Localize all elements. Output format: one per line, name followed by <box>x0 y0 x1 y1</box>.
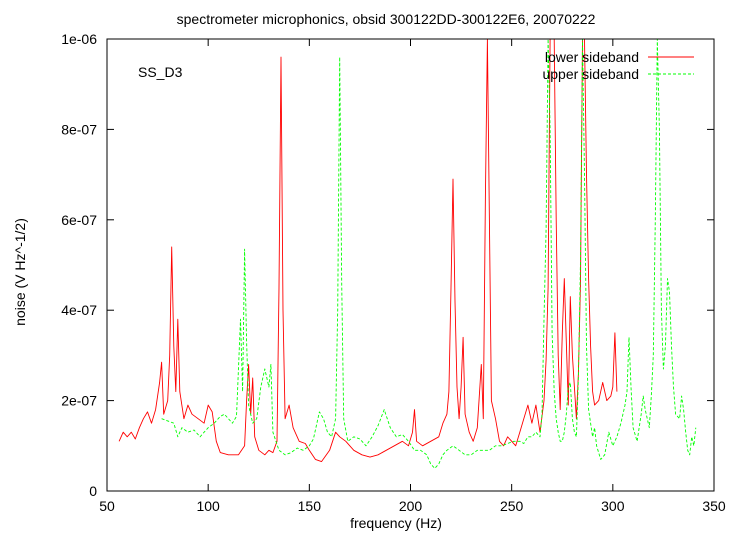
x-tick-label: 300 <box>601 498 625 514</box>
x-axis-label: frequency (Hz) <box>350 515 442 531</box>
y-tick-label: 6e-07 <box>61 212 97 228</box>
x-tick-label: 250 <box>500 498 524 514</box>
legend-label: lower sideband <box>545 49 639 65</box>
x-tick-label: 150 <box>298 498 322 514</box>
series-line-lower-sideband <box>118 39 618 463</box>
y-axis-label: noise (V Hz^-1/2) <box>12 218 28 326</box>
y-tick-label: 4e-07 <box>61 302 97 318</box>
plot-frame <box>106 38 715 492</box>
chart-title: spectrometer microphonics, obsid 300122D… <box>177 11 596 27</box>
x-tick-label: 50 <box>99 498 115 514</box>
y-tick-label: 8e-07 <box>61 121 97 137</box>
x-tick-label: 100 <box>196 498 220 514</box>
ticks-layer: 50 100 150 200 250 300 350 0 2e-07 4e-07 6e-07 8e-0… <box>61 31 726 514</box>
annotation-label: SS_D3 <box>138 64 183 80</box>
y-tick-label: 0 <box>89 483 97 499</box>
x-tick-label: 350 <box>702 498 726 514</box>
y-tick-label: 2e-07 <box>61 393 97 409</box>
plot-area: 50 100 150 200 250 300 350 0 2e-07 4e-07 6e-07 8e-0… <box>61 31 726 514</box>
y-tick-label: 1e-06 <box>61 31 97 47</box>
legend-label: upper sideband <box>542 66 639 82</box>
x-tick-label: 200 <box>399 498 423 514</box>
series-layer <box>118 39 697 469</box>
series-line-upper-sideband <box>161 39 697 469</box>
